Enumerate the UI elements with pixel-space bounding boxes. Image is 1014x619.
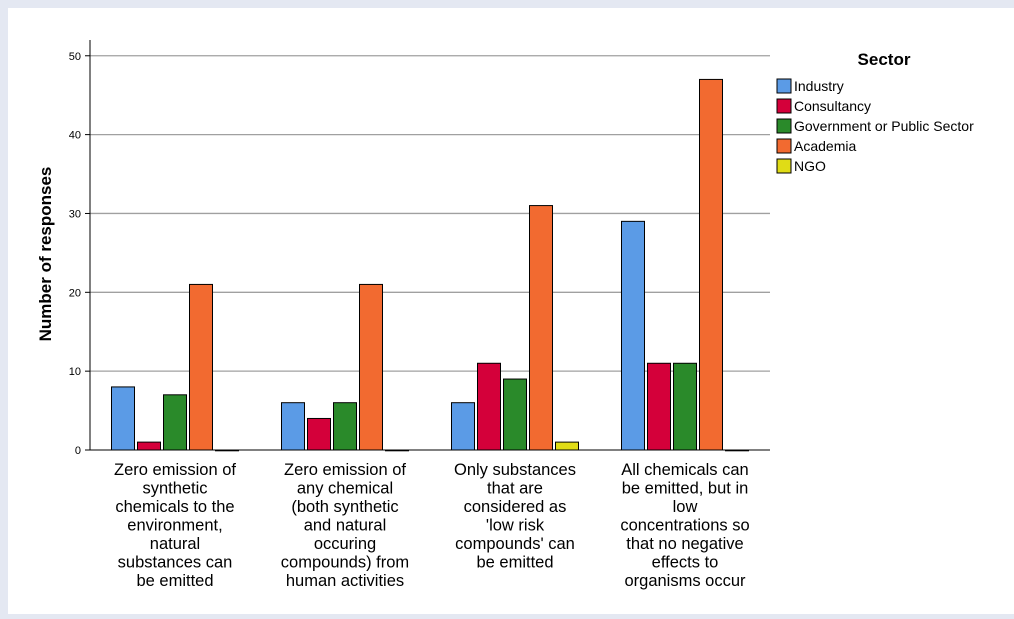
x-category-line: compounds' can xyxy=(455,535,575,553)
bar-consultancy-1 xyxy=(307,417,331,451)
x-category-line: Zero emission of xyxy=(284,461,406,479)
x-category-line: concentrations so xyxy=(620,517,749,535)
x-category-line: human activities xyxy=(286,572,404,590)
bar-industry-2 xyxy=(451,402,475,451)
x-category-line: occuring xyxy=(314,535,376,553)
x-category-line: natural xyxy=(150,535,200,553)
x-category-line: considered as xyxy=(464,498,567,516)
y-tick-label: 50 xyxy=(69,51,81,63)
legend-label: Government or Public Sector xyxy=(794,118,974,134)
x-category-line: environment, xyxy=(127,517,222,535)
x-category-line: (both synthetic xyxy=(291,498,398,516)
x-category-line: chemicals to the xyxy=(115,498,234,516)
y-axis-label: Number of responses xyxy=(36,167,55,342)
bar-academia-3 xyxy=(699,78,723,451)
x-category-line: compounds) from xyxy=(281,554,409,572)
bar-consultancy-0 xyxy=(137,441,161,451)
legend: Sector Industry Consultancy Government or … xyxy=(776,50,974,174)
x-category-line: and natural xyxy=(304,517,387,535)
bar-government-or-public-sector-2 xyxy=(503,378,527,451)
x-category-line: Only substances xyxy=(454,461,576,479)
bar-industry-1 xyxy=(281,402,305,451)
y-tick-label: 20 xyxy=(69,287,81,299)
x-category-line: Zero emission of xyxy=(114,461,236,479)
x-category-line: 'low risk xyxy=(486,517,545,535)
x-category-label: All chemicals can be emitted, but in low co… xyxy=(620,461,749,590)
x-category-line: that no negative xyxy=(626,535,743,553)
x-category-label: Only substances that are considered as'low… xyxy=(454,461,576,572)
legend-swatch xyxy=(776,158,792,174)
x-category-labels: Zero emission of synthetic chemicals to th… xyxy=(114,461,750,590)
x-category-line: be emitted xyxy=(476,554,553,572)
x-category-line: low xyxy=(673,498,698,516)
x-category-line: be emitted xyxy=(136,572,213,590)
legend-label: Industry xyxy=(794,78,844,94)
x-category-line: that are xyxy=(487,480,543,498)
bar-academia-0 xyxy=(189,283,213,451)
axes xyxy=(85,40,770,451)
legend-label: Academia xyxy=(794,138,856,154)
x-category-line: organisms occur xyxy=(624,572,746,590)
bars xyxy=(111,78,749,452)
bar-government-or-public-sector-1 xyxy=(333,402,357,451)
legend-swatch xyxy=(776,78,792,94)
legend-swatch xyxy=(776,98,792,114)
bar-consultancy-3 xyxy=(647,362,671,451)
x-category-line: substances can xyxy=(118,554,233,572)
x-category-line: All chemicals can xyxy=(621,461,748,479)
bar-consultancy-2 xyxy=(477,362,501,451)
x-category-label: Zero emission of synthetic chemicals to th… xyxy=(114,461,236,590)
legend-swatch xyxy=(776,118,792,134)
x-category-line: be emitted, but in xyxy=(622,480,749,498)
legend-swatch xyxy=(776,138,792,154)
legend-label: NGO xyxy=(794,158,826,174)
x-category-label: Zero emission of any chemical (both synthe… xyxy=(281,461,409,590)
x-category-line: effects to xyxy=(652,554,719,572)
bar-academia-1 xyxy=(359,283,383,451)
legend-title: Sector xyxy=(858,50,911,69)
x-category-line: any chemical xyxy=(297,480,393,498)
bar-ngo-2 xyxy=(555,441,579,451)
y-tick-label: 10 xyxy=(69,366,81,378)
bar-industry-3 xyxy=(621,220,645,451)
bar-academia-2 xyxy=(529,205,553,451)
bar-industry-0 xyxy=(111,386,135,451)
y-tick-label: 30 xyxy=(69,208,81,220)
y-tick-label: 40 xyxy=(69,130,81,142)
y-tick-labels: 0 10 20 30 40 50 xyxy=(69,51,81,457)
x-category-line: synthetic xyxy=(142,480,207,498)
legend-label: Consultancy xyxy=(794,98,871,114)
bar-government-or-public-sector-3 xyxy=(673,362,697,451)
chart-panel: 0 10 20 30 40 50 Zero emission of synthetic che… xyxy=(8,8,1014,614)
bar-government-or-public-sector-0 xyxy=(163,394,187,451)
y-tick-label: 0 xyxy=(75,445,81,457)
